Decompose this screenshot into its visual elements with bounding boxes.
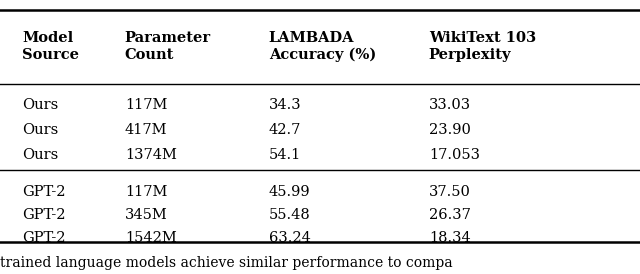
Text: 117M: 117M (125, 98, 167, 113)
Text: GPT-2: GPT-2 (22, 231, 66, 246)
Text: 345M: 345M (125, 208, 168, 222)
Text: 117M: 117M (125, 185, 167, 199)
Text: 23.90: 23.90 (429, 123, 470, 137)
Text: 1374M: 1374M (125, 148, 177, 162)
Text: 63.24: 63.24 (269, 231, 310, 246)
Text: 18.34: 18.34 (429, 231, 470, 246)
Text: Model
Source: Model Source (22, 32, 79, 62)
Text: LAMBADA
Accuracy (%): LAMBADA Accuracy (%) (269, 31, 376, 62)
Text: Ours: Ours (22, 123, 59, 137)
Text: 34.3: 34.3 (269, 98, 301, 113)
Text: 54.1: 54.1 (269, 148, 301, 162)
Text: WikiText 103
Perplexity: WikiText 103 Perplexity (429, 32, 536, 62)
Text: GPT-2: GPT-2 (22, 185, 66, 199)
Text: 417M: 417M (125, 123, 167, 137)
Text: 55.48: 55.48 (269, 208, 310, 222)
Text: GPT-2: GPT-2 (22, 208, 66, 222)
Text: 45.99: 45.99 (269, 185, 310, 199)
Text: 1542M: 1542M (125, 231, 177, 246)
Text: 17.053: 17.053 (429, 148, 480, 162)
Text: Ours: Ours (22, 148, 59, 162)
Text: Parameter
Count: Parameter Count (125, 32, 211, 62)
Text: 33.03: 33.03 (429, 98, 471, 113)
Text: 37.50: 37.50 (429, 185, 470, 199)
Text: trained language models achieve similar performance to compa: trained language models achieve similar … (0, 256, 452, 270)
Text: Ours: Ours (22, 98, 59, 113)
Text: 26.37: 26.37 (429, 208, 470, 222)
Text: 42.7: 42.7 (269, 123, 301, 137)
